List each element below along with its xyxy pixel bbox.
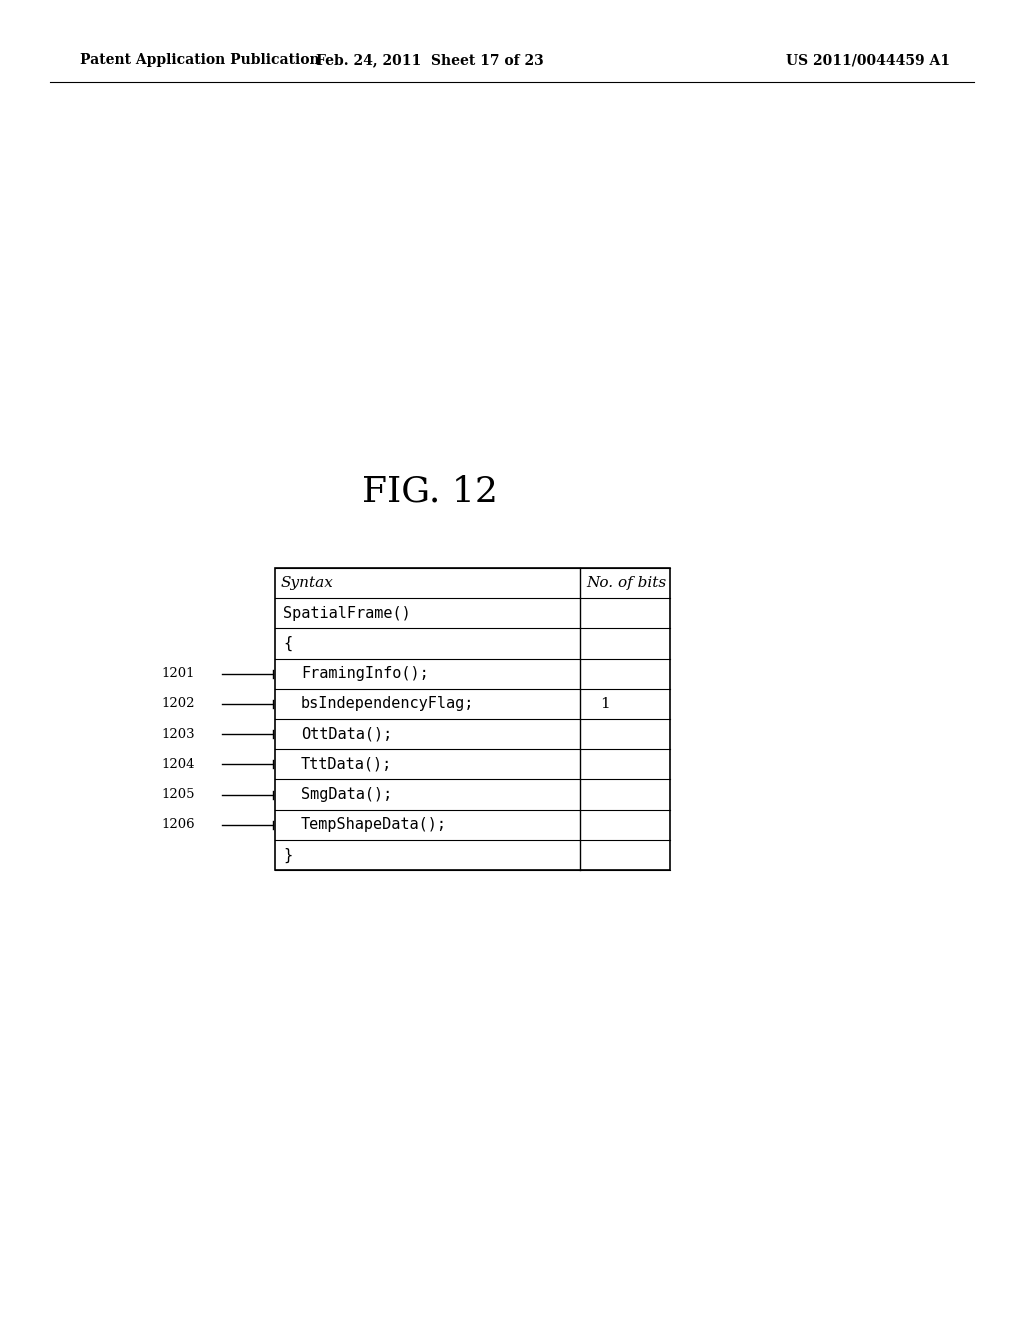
Text: 1206: 1206 <box>162 818 195 832</box>
Text: 1203: 1203 <box>162 727 195 741</box>
Text: FramingInfo();: FramingInfo(); <box>301 667 429 681</box>
Text: Patent Application Publication: Patent Application Publication <box>80 53 319 67</box>
Text: {: { <box>283 636 292 651</box>
Text: 1204: 1204 <box>162 758 195 771</box>
Text: bsIndependencyFlag;: bsIndependencyFlag; <box>301 697 474 711</box>
Text: TttData();: TttData(); <box>301 756 392 772</box>
Text: No. of bits: No. of bits <box>586 576 667 590</box>
Text: 1205: 1205 <box>162 788 195 801</box>
Text: Feb. 24, 2011  Sheet 17 of 23: Feb. 24, 2011 Sheet 17 of 23 <box>316 53 544 67</box>
Text: US 2011/0044459 A1: US 2011/0044459 A1 <box>786 53 950 67</box>
Text: 1202: 1202 <box>162 697 195 710</box>
Text: 1201: 1201 <box>162 667 195 680</box>
Text: SmgData();: SmgData(); <box>301 787 392 803</box>
Text: FIG. 12: FIG. 12 <box>362 475 498 510</box>
Text: }: } <box>283 847 292 862</box>
Text: TempShapeData();: TempShapeData(); <box>301 817 447 832</box>
Text: 1: 1 <box>600 697 609 711</box>
Text: SpatialFrame(): SpatialFrame() <box>283 606 411 620</box>
Text: Syntax: Syntax <box>281 576 334 590</box>
Text: OttData();: OttData(); <box>301 726 392 742</box>
Bar <box>275 568 670 870</box>
